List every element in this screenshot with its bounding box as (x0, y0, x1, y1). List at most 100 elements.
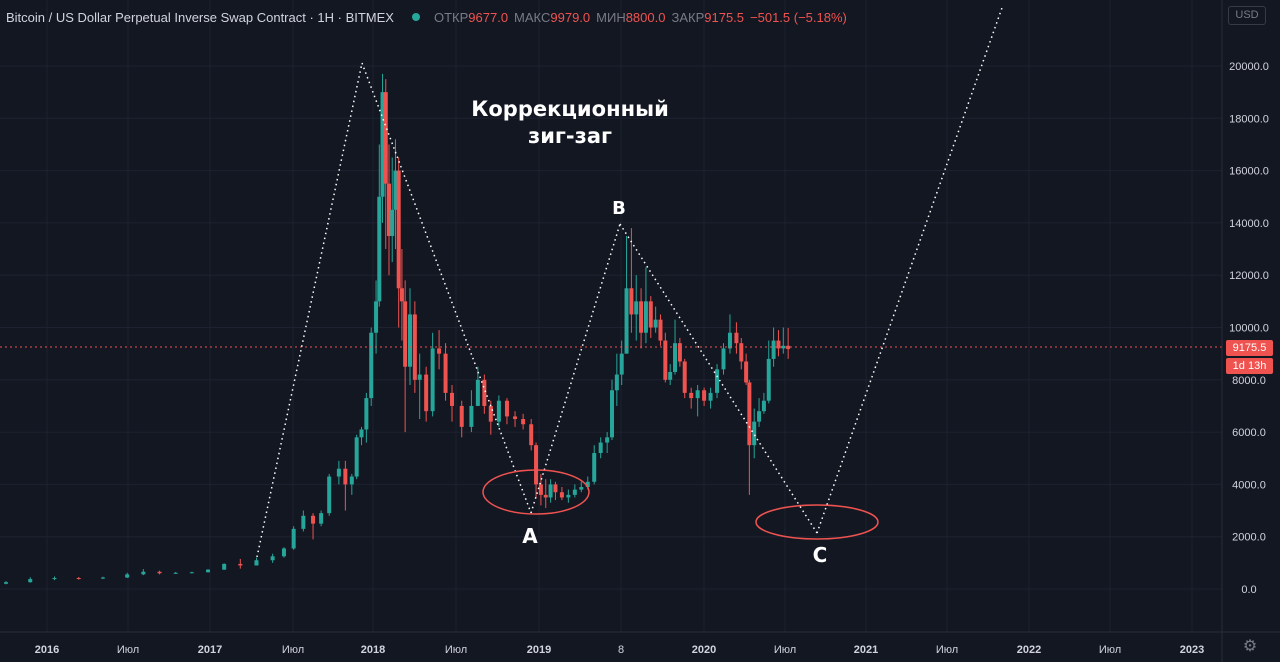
candle (270, 553, 275, 563)
candle-body (734, 332, 739, 344)
candle (469, 390, 474, 433)
candle-body (125, 574, 130, 578)
candle-body (238, 563, 243, 566)
candle (424, 366, 429, 422)
candle (708, 387, 713, 409)
candle-body (529, 424, 534, 446)
candle (702, 387, 707, 406)
candle-body (336, 468, 341, 477)
candle (548, 479, 553, 503)
candle-body (157, 571, 162, 574)
candle-body (658, 319, 663, 341)
candle-body (450, 392, 455, 406)
candle-body (648, 301, 653, 328)
y-tick-label: 14000.0 (1229, 218, 1269, 230)
candle (695, 385, 700, 417)
x-tick-label: Июл (445, 644, 467, 656)
candle (399, 249, 404, 341)
candle (301, 510, 306, 532)
candle-body (721, 348, 726, 370)
candle (374, 280, 379, 354)
candle-body (349, 476, 354, 485)
currency-button[interactable]: USD (1228, 6, 1266, 25)
candle-body (695, 390, 700, 399)
candle-body (585, 481, 590, 488)
candle-body (141, 571, 146, 575)
annotation-title: Коррекционный зиг-заг (440, 96, 700, 150)
candlestick-series (4, 73, 791, 585)
candle (173, 572, 178, 574)
candle-body (291, 528, 296, 549)
candle (364, 392, 369, 443)
candle (543, 479, 548, 508)
candle-body (417, 374, 422, 380)
x-tick-label: Июл (1099, 644, 1121, 656)
candle (291, 526, 296, 550)
candle-body (543, 494, 548, 498)
candle (739, 337, 744, 370)
x-tick-label: 2018 (361, 644, 385, 656)
candle (141, 569, 146, 576)
candle (380, 73, 385, 223)
open-label: ОТКР (433, 9, 469, 25)
candle (639, 288, 644, 349)
candle (715, 364, 720, 399)
candle-body (673, 343, 678, 372)
candle (766, 340, 771, 404)
y-tick-label: 2000.0 (1232, 532, 1266, 544)
candle-body (727, 332, 732, 349)
candle (513, 411, 518, 427)
candle (430, 332, 435, 417)
candle-body (534, 445, 539, 485)
candle-body (559, 492, 564, 498)
open-value: 9677.0 (468, 9, 509, 25)
zigzag-wave-lines (256, 4, 1004, 558)
candle-body (771, 340, 776, 359)
candle (668, 364, 673, 386)
candle-body (781, 345, 786, 349)
candle-body (572, 489, 577, 495)
candle-body (513, 416, 518, 420)
candle-body (469, 405, 474, 427)
candle (206, 569, 210, 573)
x-tick-label: 2020 (692, 644, 716, 656)
chart-header: Bitcoin / US Dollar Perpetual Inverse Sw… (6, 8, 847, 26)
candle (776, 330, 781, 357)
candle-body (364, 398, 369, 430)
candle-body (383, 92, 388, 184)
candle (663, 332, 668, 383)
candle (504, 398, 509, 425)
candle (771, 327, 776, 367)
candle (52, 576, 57, 581)
symbol-title[interactable]: Bitcoin / US Dollar Perpetual Inverse Sw… (6, 9, 394, 25)
annotation-title-line2: зиг-заг (528, 124, 612, 148)
high-label: МАКС (514, 9, 551, 25)
price-axis[interactable]: 0.0 2000.0 4000.0 6000.0 8000.0 10000.0 12000.… (1229, 61, 1269, 596)
candle-body (668, 371, 673, 380)
candle-body (443, 353, 448, 393)
high-value: 9979.0 (550, 9, 591, 25)
candle-body (786, 345, 791, 350)
change-value: −501.5 (−5.18%) (750, 9, 847, 25)
candle (781, 327, 786, 354)
candle-body (327, 476, 332, 514)
y-tick-label: 8000.0 (1232, 375, 1266, 387)
candle (390, 157, 395, 263)
candle-body (624, 288, 629, 354)
candle (648, 296, 653, 338)
wave-label-c: C (812, 543, 828, 567)
candle-body (301, 515, 306, 529)
candle-body (393, 170, 398, 210)
candle (238, 558, 243, 569)
candle (281, 547, 286, 558)
candle-body (374, 301, 379, 333)
gear-icon[interactable]: ⚙ (1242, 638, 1258, 655)
current-price-tag: 9175.5 (1226, 340, 1273, 356)
candle-body (76, 578, 81, 580)
candle (417, 353, 422, 420)
candle-body (377, 196, 382, 302)
candle (100, 576, 105, 580)
time-axis[interactable]: 2016 Июл 2017 Июл 2018 Июл 2019 8 2020 Июл 2021 Июл… (35, 644, 1204, 656)
candle-body (610, 390, 614, 438)
